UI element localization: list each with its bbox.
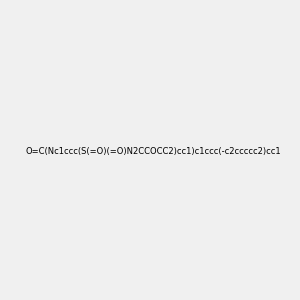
Text: O=C(Nc1ccc(S(=O)(=O)N2CCOCC2)cc1)c1ccc(-c2ccccc2)cc1: O=C(Nc1ccc(S(=O)(=O)N2CCOCC2)cc1)c1ccc(-… bbox=[26, 147, 282, 156]
